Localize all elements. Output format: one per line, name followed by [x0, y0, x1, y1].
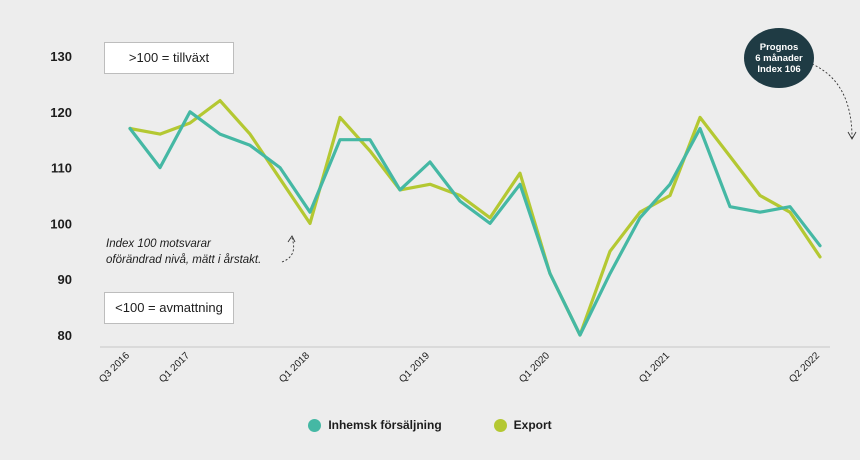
y-axis: 80 90 100 110 120 130 [50, 49, 72, 343]
legend-item-domestic: Inhemsk försäljning [308, 418, 442, 432]
x-axis: Q3 2016 Q1 2017 Q1 2018 Q1 2019 Q1 2020 Q1 20… [97, 350, 822, 385]
index-note-line1: Index 100 motsvarar [106, 238, 212, 250]
forecast-arrow [811, 63, 853, 139]
y-tick-label: 130 [50, 49, 72, 64]
legend-item-export: Export [493, 418, 552, 432]
series-layer [128, 98, 822, 337]
index-note-line2: oförändrad nivå, mätt i årstakt. [106, 254, 261, 266]
y-tick-label: 100 [50, 216, 72, 231]
legend-swatch-domestic [308, 418, 322, 432]
growth-label: >100 = tillväxt [104, 42, 234, 74]
slowdown-label: <100 = avmattning [104, 292, 234, 324]
forecast-arrow-head [847, 131, 857, 140]
x-tick-label: Q3 2016 [97, 350, 132, 385]
forecast-line2: 6 månader [755, 52, 803, 64]
x-tick-label: Q1 2019 [397, 350, 432, 385]
x-tick-label: Q2 2022 [787, 350, 822, 385]
x-tick-label: Q1 2017 [157, 350, 192, 385]
x-tick-label: Q1 2021 [637, 350, 672, 385]
forecast-badge: Prognos 6 månader Index 106 [744, 28, 814, 88]
forecast-line1: Prognos [759, 41, 799, 53]
legend-swatch-export [493, 418, 507, 432]
legend-label-domestic: Inhemsk försäljning [328, 418, 442, 432]
forecast-line3: Index 106 [757, 63, 801, 75]
legend-label-export: Export [513, 418, 552, 432]
note-arrow-head [287, 235, 296, 243]
y-tick-label: 90 [58, 272, 72, 287]
x-tick-label: Q1 2020 [517, 350, 552, 385]
series-line-export [128, 98, 822, 337]
y-tick-label: 120 [50, 105, 72, 120]
y-tick-label: 80 [58, 328, 72, 343]
legend: Inhemsk försäljning Export [0, 418, 860, 432]
series-line-domestic [128, 110, 822, 337]
x-tick-label: Q1 2018 [277, 350, 312, 385]
y-tick-label: 110 [51, 161, 72, 176]
